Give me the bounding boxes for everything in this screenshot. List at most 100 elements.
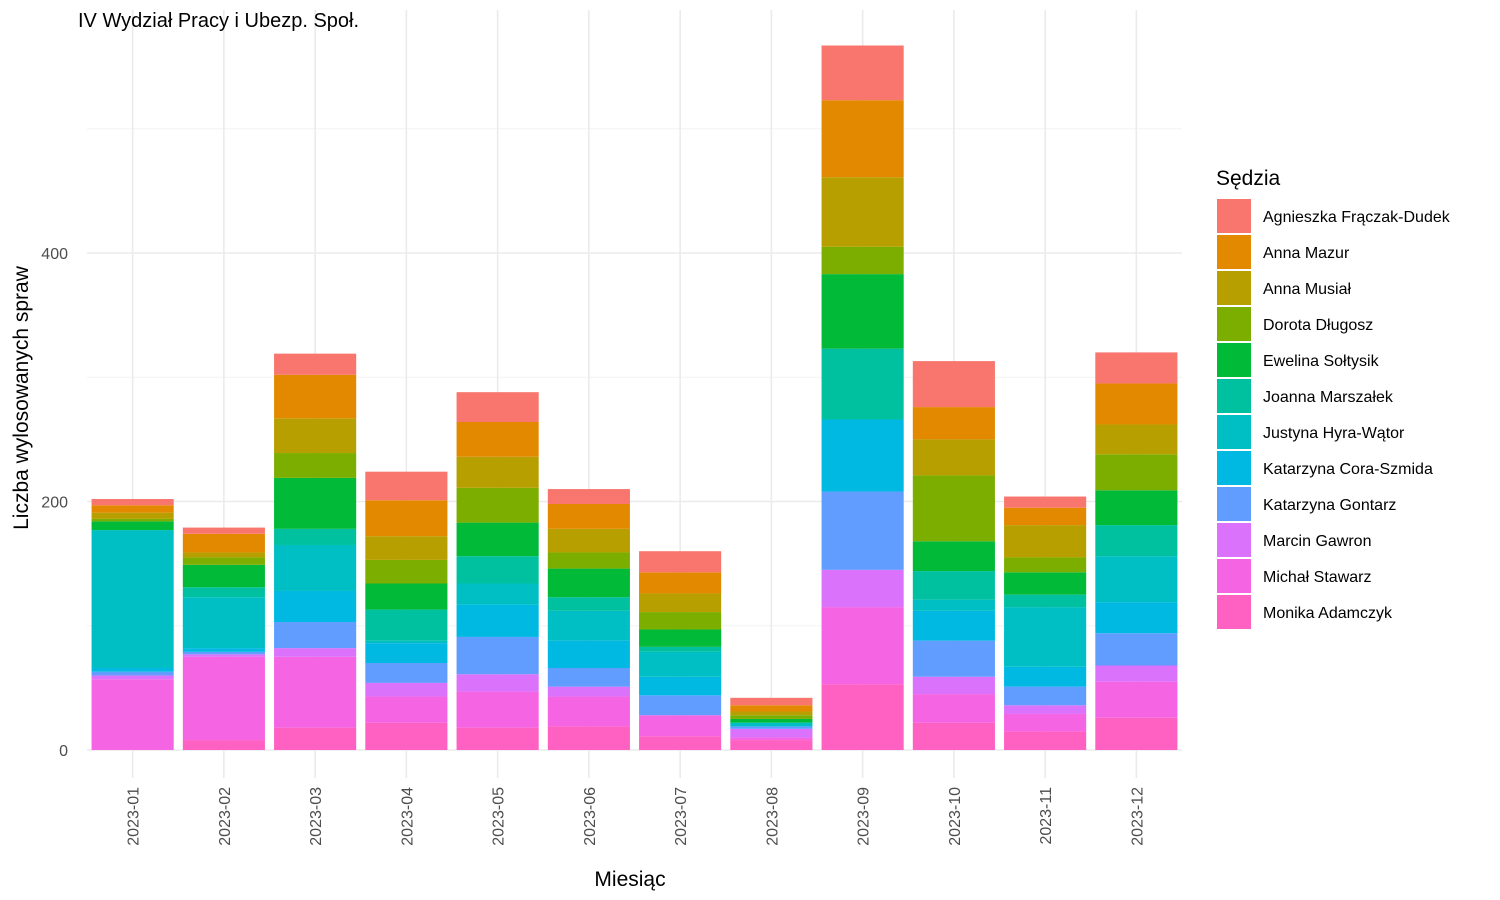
bar-segment [365,663,448,683]
bar-segment [912,475,995,542]
bar-segment [1004,731,1087,750]
bar-segment [1095,681,1178,718]
bar-segment [1095,490,1178,526]
x-tick-label: 2023-07 [673,787,690,846]
bar-segment [365,559,448,584]
bars [91,45,1178,750]
bar-segment [182,654,265,657]
bar-segment [639,695,722,716]
bar-segment [639,651,722,677]
bar-segment [912,676,995,695]
bar-segment [821,684,904,750]
bar-segment [365,722,448,750]
bar-segment [1095,665,1178,682]
bar-segment [365,536,448,560]
bar-segment [91,679,174,750]
x-axis-label: Miesiąc [594,868,665,891]
bar-segment [1095,454,1178,491]
bar-segment [365,583,448,610]
bar-segment [91,521,174,531]
bar-segment [639,572,722,594]
bar-segment [639,629,722,647]
bar-segment [456,691,539,728]
bar-segment [1095,352,1178,384]
bar-segment [91,518,174,522]
y-axis-label: Liczba wylosowanych spraw [10,265,33,530]
bar-segment [1095,717,1178,750]
bar-segment [365,640,448,644]
bar-segment [274,648,357,657]
bar-segment [1095,556,1178,603]
bar-segment [821,348,904,420]
legend-label: Dorota Długosz [1263,317,1373,334]
legend-item: Ewelina Sołtysik [1217,343,1380,377]
bar-segment [639,593,722,613]
bar-segment [547,640,630,668]
bar-segment [547,610,630,641]
bar-segment [456,604,539,637]
legend-item: Marcin Gawron [1217,523,1371,557]
bar-segment [730,722,813,727]
bar-segment [91,512,174,519]
legend-swatch [1217,559,1251,593]
bar-segment [456,556,539,584]
bar-segment [182,740,265,750]
legend-swatch [1217,307,1251,341]
legend-item: Michał Stawarz [1217,559,1371,593]
bar-segment [456,487,539,523]
bar-segment [547,552,630,569]
bar-segment [456,456,539,488]
bar-segment [91,675,174,680]
legend-label: Michał Stawarz [1263,569,1371,586]
bar-segment [1004,525,1087,558]
legend-item: Katarzyna Gontarz [1217,487,1396,521]
x-tick-label: 2023-05 [491,787,508,846]
bar-segment [730,715,813,719]
bar-segment [274,727,357,750]
bar-segment [182,557,265,565]
bar-segment [912,640,995,677]
bar-segment [274,528,357,545]
x-tick-label: 2023-03 [308,787,325,846]
bar-segment [365,500,448,537]
bar-segment [730,705,813,712]
x-tick-label: 2023-01 [126,787,143,846]
legend-swatch [1217,199,1251,233]
bar-segment [456,727,539,750]
legend-label: Justyna Hyra-Wątor [1263,425,1405,442]
bar-segment [456,421,539,457]
bar-segment [274,622,357,649]
bar-segment [821,45,904,101]
x-tick-label: 2023-04 [399,787,416,846]
bar-segment [547,503,630,529]
bar-segment [91,499,174,506]
bar-segment [456,636,539,675]
chart-title: IV Wydział Pracy i Ubezp. Społ. [78,10,359,32]
bar-segment [274,590,357,623]
bar-segment [912,722,995,750]
bar-segment [547,726,630,750]
bar-segment [730,711,813,716]
legend-label: Anna Musiał [1263,281,1351,298]
bar-segment [547,696,630,727]
bar-segment [912,694,995,723]
bar-segment [274,453,357,478]
y-tick-label: 0 [59,743,68,760]
bar-segment [274,353,357,375]
bar-segment [730,718,813,723]
bar-segment [912,599,995,611]
legend-title: Sędzia [1216,167,1281,190]
bar-segment [182,527,265,534]
bar-segment [1004,557,1087,573]
bar-segment [547,489,630,504]
bar-segment [182,533,265,553]
bar-segment [730,737,813,741]
legend-item: Joanna Marszałek [1217,379,1394,413]
bar-segment [456,392,539,422]
legend-item: Agnieszka Frączak-Dudek [1217,199,1451,233]
bar-segment [1095,525,1178,557]
bar-segment [182,587,265,598]
y-tick-label: 400 [41,246,68,263]
bar-segment [912,610,995,641]
